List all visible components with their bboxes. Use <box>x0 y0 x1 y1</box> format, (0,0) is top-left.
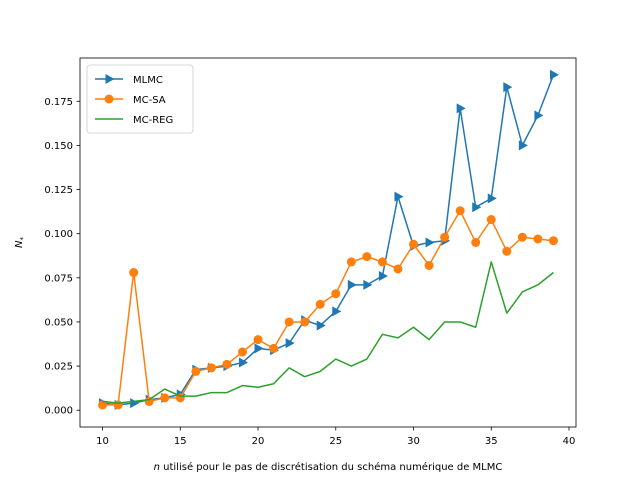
data-point-mlmc <box>105 74 115 84</box>
y-tick-label: 0.075 <box>44 273 73 284</box>
data-point-mlmc <box>549 69 559 80</box>
data-point-mc-sa <box>455 206 465 216</box>
data-point-mc-sa <box>471 238 481 247</box>
data-point-mlmc <box>347 279 357 290</box>
axes-frame <box>79 57 577 428</box>
data-point-mc-sa <box>191 366 201 376</box>
data-point-mc-sa <box>533 234 543 244</box>
y-axis-label-n: N <box>14 240 25 248</box>
data-point-mc-sa <box>377 257 387 267</box>
legend-item-mc-reg: MC-REG <box>95 115 173 126</box>
x-axis-label-rest: utilisé pour le pas de discrétisation du… <box>160 461 502 473</box>
data-point-mc-sa <box>502 246 512 256</box>
x-tick-label: 15 <box>174 436 187 447</box>
data-point-mlmc <box>456 103 466 114</box>
legend-label: MC-SA <box>133 95 166 106</box>
data-point-mlmc <box>254 343 264 354</box>
legend-box <box>86 64 194 134</box>
data-point-mlmc <box>285 338 295 349</box>
y-tick-label: 0.025 <box>44 362 73 373</box>
x-tick-label: 40 <box>563 436 576 447</box>
data-point-mlmc <box>363 279 373 290</box>
data-point-mc-sa <box>346 257 356 267</box>
data-point-mlmc <box>332 306 342 317</box>
legend-label: MC-REG <box>133 115 173 126</box>
data-point-mlmc <box>503 82 513 93</box>
data-point-mc-sa <box>393 264 403 274</box>
legend-item-mc-sa: MC-SA <box>95 94 166 106</box>
data-point-mc-sa <box>160 393 170 403</box>
data-point-mc-sa <box>517 232 527 242</box>
y-tick-label: 0.150 <box>44 141 73 152</box>
y-tick-label: 0.175 <box>44 97 73 108</box>
data-point-mc-sa <box>113 400 123 410</box>
y-tick-label: 0.125 <box>44 185 73 196</box>
ticks: 10 15 20 25 30 35 40 0.000 0.025 0.050 0.075 0.100 0… <box>44 97 575 447</box>
series-mc-reg <box>102 261 554 404</box>
data-point-mlmc <box>534 110 544 121</box>
y-axis-label-star: * <box>19 237 27 241</box>
data-point-mlmc <box>378 271 388 282</box>
data-point-mc-sa <box>424 260 434 270</box>
data-point-mc-sa <box>409 239 419 249</box>
data-point-mlmc <box>518 140 528 151</box>
legend: MLMC MC-SA MC-REG <box>86 64 194 134</box>
data-point-mlmc <box>130 398 140 409</box>
legend-label: MLMC <box>133 75 163 86</box>
data-point-mc-sa <box>129 268 139 278</box>
data-point-mc-sa <box>104 94 114 104</box>
data-point-mc-sa <box>548 236 558 246</box>
data-point-mc-sa <box>284 317 294 327</box>
data-point-mlmc <box>316 320 326 331</box>
series-mc-sa <box>98 206 558 410</box>
data-point-mlmc <box>394 191 404 202</box>
x-tick-label: 35 <box>485 436 498 447</box>
x-tick-label: 20 <box>252 436 265 447</box>
data-point-mc-sa <box>315 299 325 309</box>
data-point-mc-sa <box>237 347 247 357</box>
x-tick-label: 30 <box>407 436 420 447</box>
data-point-mlmc <box>487 193 497 204</box>
data-point-mc-sa <box>98 400 108 410</box>
data-point-mc-sa <box>253 335 263 345</box>
data-point-mc-sa <box>486 215 496 225</box>
data-point-mlmc <box>425 237 435 248</box>
data-point-mc-sa <box>440 232 450 242</box>
plot-area <box>98 69 559 410</box>
data-point-mc-sa <box>206 363 216 373</box>
series-line-mc-reg <box>102 261 554 404</box>
y-tick-label: 0.100 <box>44 229 73 240</box>
y-axis-label: N* <box>14 237 27 248</box>
x-tick-label: 10 <box>96 436 109 447</box>
data-point-mlmc <box>472 202 482 213</box>
data-point-mlmc <box>238 357 248 368</box>
legend-item-mlmc: MLMC <box>95 74 163 86</box>
data-point-mc-sa <box>269 343 279 353</box>
y-tick-label: 0.000 <box>44 406 73 417</box>
x-axis-label: n utilisé pour le pas de discrétisation … <box>154 461 503 473</box>
y-tick-label: 0.050 <box>44 317 73 328</box>
x-tick-label: 25 <box>329 436 342 447</box>
x-axis-label-italic: n <box>154 462 160 473</box>
data-point-mc-sa <box>362 252 372 262</box>
series-line-mc-sa <box>102 209 554 406</box>
data-point-mc-sa <box>300 317 310 327</box>
data-point-mc-sa <box>331 289 341 299</box>
data-point-mc-sa <box>222 359 232 369</box>
